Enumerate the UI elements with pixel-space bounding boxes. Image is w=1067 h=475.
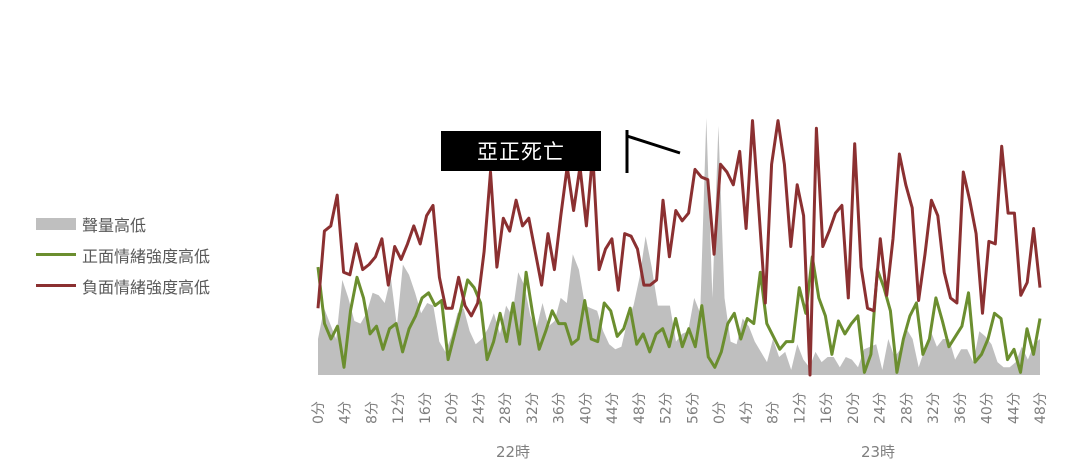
x-tick-label: 12分: [792, 392, 808, 424]
x-hour-label: 22時: [496, 443, 530, 461]
x-tick-label: 56分: [685, 392, 701, 424]
legend-label-negative: 負面情緒強度高低: [82, 277, 211, 297]
x-tick-label: 8分: [766, 401, 782, 424]
series-negative-line: [316, 119, 1042, 377]
legend-item-negative: 負面情緒強度高低: [36, 270, 210, 301]
x-tick-label: 0分: [712, 401, 728, 424]
chart-legend: 聲量高低 正面情緒強度高低 負面情緒強度高低: [36, 208, 210, 301]
x-tick-label: 40分: [578, 392, 594, 424]
x-tick-label: 32分: [525, 392, 541, 424]
series-volume-area: [318, 118, 1040, 375]
x-tick-label: 32分: [926, 392, 942, 424]
x-tick-label: 36分: [552, 392, 568, 424]
x-tick-label: 20分: [846, 392, 862, 424]
x-tick-label: 36分: [953, 392, 969, 424]
x-tick-label: 20分: [445, 392, 461, 424]
annotation-label: 亞正死亡: [441, 131, 601, 171]
x-tick-label: 0分: [311, 401, 327, 424]
x-tick-label: 8分: [365, 401, 381, 424]
x-tick-label: 44分: [605, 392, 621, 424]
legend-item-positive: 正面情緒強度高低: [36, 239, 210, 270]
legend-swatch-positive: [36, 253, 76, 256]
callout-pointer: [626, 134, 681, 155]
x-axis-tick-labels: 0分 4分 8分 12分 16分 20分 24分 28分 32分 36分 40分 44分 48分 52分 5…: [311, 392, 1049, 424]
x-tick-label: 16分: [819, 392, 835, 424]
x-tick-label: 48分: [1033, 392, 1049, 424]
legend-label-volume: 聲量高低: [82, 215, 147, 235]
plot-area: [316, 118, 1042, 377]
x-hour-label: 23時: [861, 443, 895, 461]
x-tick-label: 12分: [391, 392, 407, 424]
legend-label-positive: 正面情緒強度高低: [82, 246, 211, 266]
x-tick-label: 28分: [899, 392, 915, 424]
legend-item-volume: 聲量高低: [36, 208, 210, 239]
x-tick-label: 24分: [471, 392, 487, 424]
x-axis-hour-labels: 22時 23時: [496, 443, 895, 461]
x-tick-label: 4分: [739, 401, 755, 424]
legend-swatch-volume: [36, 217, 76, 230]
annotation-callout-line: [625, 130, 681, 173]
x-tick-label: 48分: [632, 392, 648, 424]
x-tick-label: 28分: [498, 392, 514, 424]
series-positive-line: [316, 255, 1042, 374]
legend-swatch-negative: [36, 284, 76, 287]
x-tick-label: 52分: [659, 392, 675, 424]
x-tick-label: 24分: [873, 392, 889, 424]
x-tick-label: 4分: [338, 401, 354, 424]
x-tick-label: 40分: [980, 392, 996, 424]
x-tick-label: 44分: [1006, 392, 1022, 424]
x-tick-label: 16分: [418, 392, 434, 424]
